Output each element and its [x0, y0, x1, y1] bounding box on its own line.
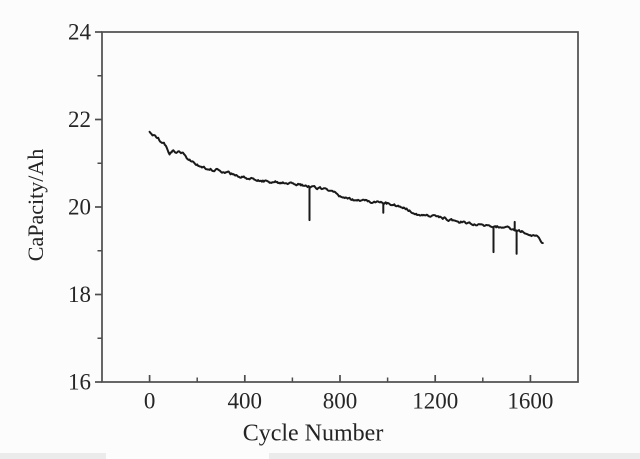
capacity-curve	[148, 130, 544, 255]
y-tick-label: 22	[68, 107, 91, 132]
x-tick-label: 1200	[412, 389, 458, 414]
x-tick-label: 800	[323, 389, 358, 414]
y-tick-label: 18	[68, 282, 91, 307]
y-tick-label: 16	[68, 370, 91, 395]
x-tick-label: 1600	[507, 389, 553, 414]
x-tick-label: 400	[228, 389, 263, 414]
scan-edge-artifact	[0, 453, 106, 459]
x-tick-label: 0	[144, 389, 156, 414]
scan-edge-artifact	[269, 453, 640, 459]
plot-frame	[101, 31, 579, 383]
y-axis-title: CaPacity/Ah	[23, 148, 48, 262]
x-axis-title: Cycle Number	[242, 420, 384, 447]
y-tick-label: 24	[68, 20, 92, 45]
y-tick-label: 20	[68, 195, 91, 220]
